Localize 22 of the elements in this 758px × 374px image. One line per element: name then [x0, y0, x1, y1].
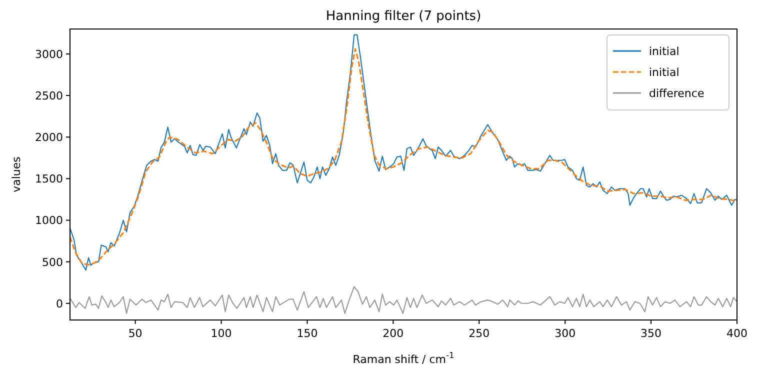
line-series — [70, 286, 737, 314]
y-tick-label: 3000 — [35, 48, 63, 61]
legend-label: initial — [649, 66, 680, 79]
x-tick-label: 300 — [554, 327, 576, 340]
y-tick-label: 0 — [56, 297, 63, 310]
legend-label: difference — [649, 87, 704, 100]
x-tick-label: 150 — [296, 327, 318, 340]
chart-title: Hanning filter (7 points) — [326, 9, 482, 24]
x-tick-label: 350 — [640, 327, 662, 340]
y-tick-label: 1000 — [35, 214, 63, 228]
y-tick-label: 2500 — [35, 90, 63, 103]
x-tick-label: 100 — [210, 327, 232, 340]
x-tick-label: 250 — [468, 327, 490, 340]
legend-label: initial — [649, 45, 680, 58]
y-tick-label: 500 — [42, 256, 63, 269]
x-axis-title: Raman shift / cm$^{-1}$ — [352, 350, 454, 366]
y-axis-title: values — [10, 156, 23, 192]
x-tick-label: 50 — [128, 327, 142, 340]
y-tick-label: 1500 — [35, 172, 63, 186]
x-tick-label: 200 — [382, 327, 404, 340]
x-tick-label: 400 — [726, 327, 748, 340]
y-tick-label: 2000 — [35, 131, 63, 144]
